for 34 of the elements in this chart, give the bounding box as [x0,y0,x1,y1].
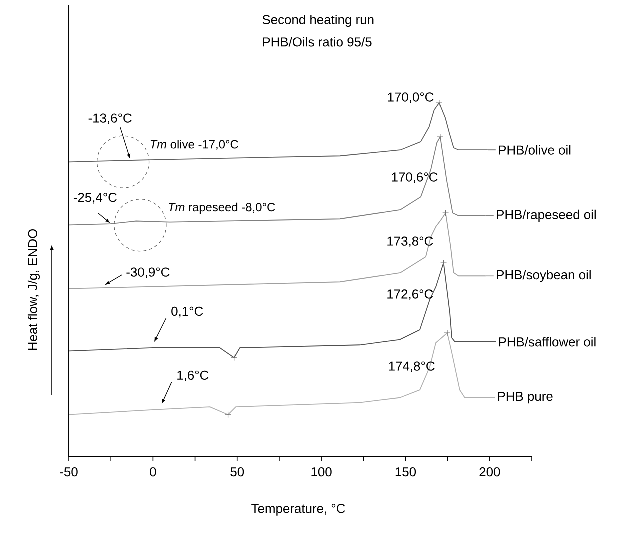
annotation: 1,6°C [178,370,209,382]
x-tick-label: 200 [480,467,500,477]
x-tick-label: 50 [230,467,244,477]
annotation: 174,8°C [389,362,435,372]
point [437,134,444,140]
x-tick-label: 0 [150,467,156,477]
point [444,330,451,336]
point [436,100,443,106]
chart-subtitle: PHB/Oils ratio 95/5 [263,37,372,47]
y-axis-title: Heat flow, J/g, ENDO [28,229,40,350]
annotation: 170,6°C [392,172,438,184]
x-axis-title: Temperature, °C [252,504,346,516]
annotation: 173,8°C [388,236,434,248]
legend-label: PHB/soybean oil [497,270,591,282]
point [442,210,450,216]
annotation: 170,0°C [388,92,434,104]
chart-title: Second heating run [262,14,374,28]
annotation: Tm rapeseed -8,0°C [168,202,276,214]
x-tick-label: 150 [396,467,416,477]
legend-label: PHB/safflower oil [499,337,596,347]
annotation: -13,6°C [88,114,132,124]
x-tick-label: -50 [60,467,78,477]
x-tick-label: 100 [312,467,332,477]
point [440,260,448,266]
annotation: -25,4°C [74,193,117,204]
point [231,354,238,362]
legend-label: PHB pure [498,392,553,404]
annotation: Tm olive -17,0°C [150,140,238,150]
annotation: -30,9°C [126,268,170,278]
legend-label: PHB/olive oil [499,145,571,155]
point [224,412,232,418]
annotation: 0,1°C [172,306,204,318]
annotation: 172,6°C [388,290,434,300]
legend-label: PHB/rapeseed oil [497,210,596,222]
